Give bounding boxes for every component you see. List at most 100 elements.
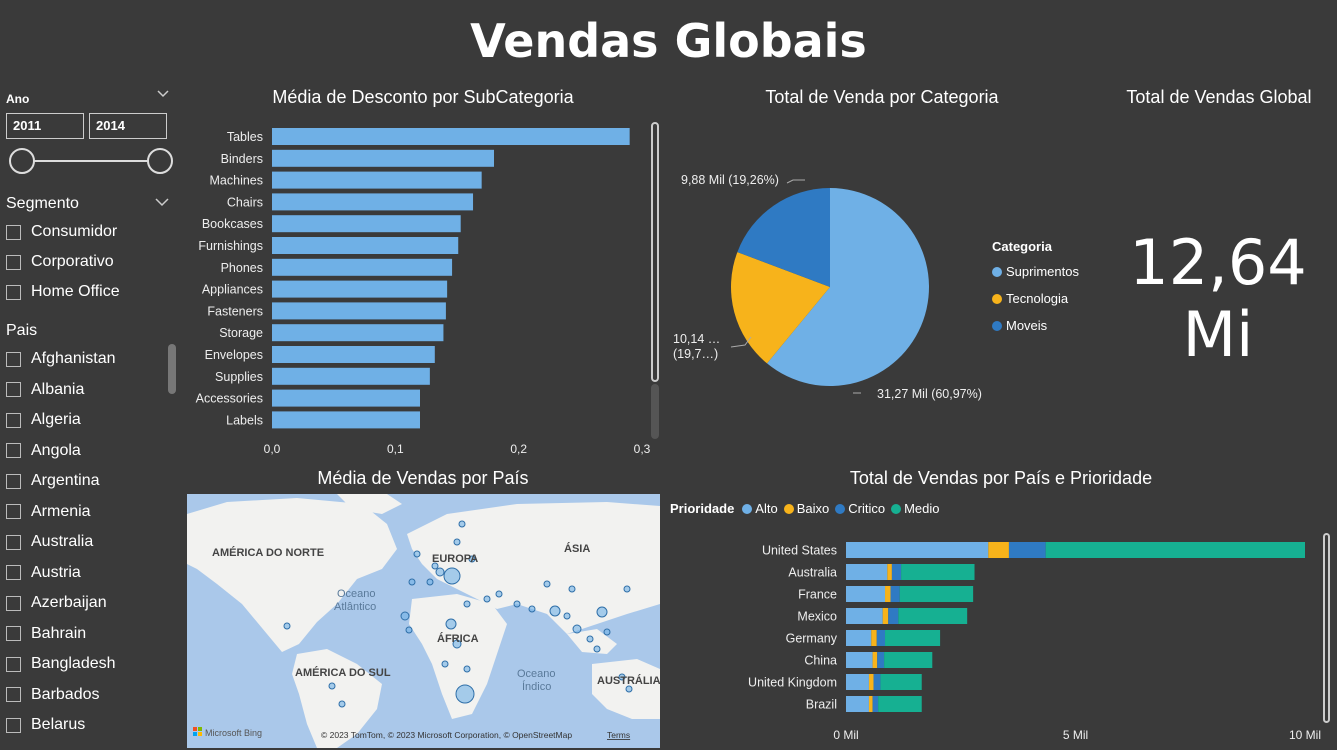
bar-segment: [846, 564, 888, 580]
checkbox[interactable]: [6, 717, 21, 733]
legend-item[interactable]: Alto: [755, 501, 778, 516]
country-label: Algeria: [31, 411, 81, 428]
segment-option[interactable]: Consumidor: [6, 221, 117, 243]
svg-text:Terms: Terms: [607, 730, 630, 740]
country-list-scrollbar[interactable]: [168, 344, 176, 394]
bar-label: Mexico: [797, 610, 837, 624]
bar-segment: [846, 674, 869, 690]
bar-segment: [846, 586, 886, 602]
country-option[interactable]: Azerbaijan: [6, 592, 107, 614]
year-slicer-label: Ano: [6, 92, 30, 106]
world-map[interactable]: AMÉRICA DO NORTE EUROPA ÁSIA ÁFRICA AMÉR…: [187, 494, 660, 748]
bar: [272, 302, 446, 320]
legend-item[interactable]: Moveis: [992, 312, 1079, 339]
country-option[interactable]: Barbados: [6, 684, 100, 706]
checkbox[interactable]: [6, 595, 21, 611]
bar-segment: [899, 586, 974, 602]
page-title: Vendas Globais: [470, 14, 867, 68]
legend-dot-icon: [742, 503, 753, 514]
bar-segment: [882, 608, 889, 624]
priority-chart-scrollbar[interactable]: [1323, 533, 1330, 723]
legend-item[interactable]: Suprimentos: [992, 258, 1079, 285]
kpi-value: 12,64: [1129, 226, 1307, 299]
bar-segment: [878, 696, 922, 712]
year-end-input[interactable]: 2014: [89, 113, 167, 139]
country-option[interactable]: Australia: [6, 531, 93, 553]
legend-item[interactable]: Critico: [848, 501, 886, 516]
country-option[interactable]: Afghanistan: [6, 348, 116, 370]
checkbox[interactable]: [6, 382, 21, 397]
tick-label: 5 Mil: [1063, 728, 1088, 742]
checkbox[interactable]: [6, 565, 21, 580]
checkbox[interactable]: [6, 656, 21, 672]
chevron-down-icon[interactable]: [157, 88, 169, 102]
checkbox[interactable]: [6, 412, 21, 428]
bar-label: Brazil: [806, 698, 837, 712]
bar-label: Bookcases: [202, 217, 263, 231]
slice-label: 9,88 Mil (19,26%): [681, 173, 779, 187]
legend-item[interactable]: Medio: [904, 501, 940, 516]
checkbox[interactable]: [6, 473, 21, 489]
country-label: Barbados: [31, 685, 100, 703]
country-label: Bangladesh: [31, 655, 116, 672]
year-start-input[interactable]: 2011: [6, 113, 84, 139]
country-option[interactable]: Angola: [6, 440, 81, 462]
segment-option[interactable]: Home Office: [6, 281, 120, 303]
greenland-shape: [337, 494, 402, 514]
country-option[interactable]: Argentina: [6, 470, 100, 492]
discount-chart-title: Média de Desconto por SubCategoria: [272, 87, 574, 107]
legend-item[interactable]: Tecnologia: [992, 285, 1079, 312]
country-option[interactable]: Algeria: [6, 409, 81, 431]
bar-label: China: [804, 654, 837, 668]
checkbox[interactable]: [6, 534, 21, 550]
country-label: Angola: [31, 441, 81, 459]
country-option[interactable]: Austria: [6, 562, 81, 584]
svg-text:Atlântico: Atlântico: [334, 601, 376, 613]
bar: [272, 193, 474, 211]
checkbox[interactable]: [6, 224, 21, 240]
country-label: Australia: [31, 533, 94, 550]
checkbox[interactable]: [6, 351, 21, 367]
bar-segment: [846, 696, 869, 712]
discount-chart-scroll-track[interactable]: [651, 384, 659, 439]
bar-segment: [846, 630, 872, 646]
svg-text:AMÉRICA DO SUL: AMÉRICA DO SUL: [295, 666, 391, 679]
country-option[interactable]: Albania: [6, 379, 84, 401]
tick-label: 0,1: [387, 442, 404, 456]
checkbox[interactable]: [6, 687, 21, 702]
country-option[interactable]: Armenia: [6, 501, 91, 523]
country-option[interactable]: Bahrain: [6, 623, 86, 645]
bar-segment: [887, 564, 892, 580]
year-range-slider[interactable]: [8, 146, 174, 176]
bar-label: Envelopes: [205, 348, 263, 362]
sales-bubbles: [283, 520, 633, 708]
category-legend-title: Categoria: [992, 239, 1052, 254]
checkbox[interactable]: [6, 284, 21, 300]
bar-segment: [846, 652, 873, 668]
checkbox[interactable]: [6, 254, 21, 270]
bar-label: Accessories: [196, 392, 263, 406]
category-pie-chart: 31,27 Mil (60,97%) 10,14 …(19,7…) 9,88 Mil…: [673, 173, 982, 401]
south-america-shape: [292, 649, 382, 748]
bar-label: Chairs: [227, 195, 263, 209]
bar-segment: [873, 674, 881, 690]
svg-text:© 2023 TomTom, © 2023 Microsof: © 2023 TomTom, © 2023 Microsoft Corporat…: [321, 730, 572, 740]
legend-dot-icon: [891, 503, 902, 514]
checkbox[interactable]: [6, 443, 21, 458]
discount-chart-scrollbar[interactable]: [651, 122, 659, 382]
pie-slice: [767, 188, 929, 386]
bar-label: Australia: [788, 566, 837, 580]
bar: [272, 324, 444, 342]
bar-segment: [880, 674, 922, 690]
bar-label: Furnishings: [198, 239, 263, 253]
country-option[interactable]: Belarus: [6, 714, 85, 736]
country-option[interactable]: Bangladesh: [6, 653, 116, 675]
segment-option[interactable]: Corporativo: [6, 251, 114, 273]
bar: [272, 367, 430, 385]
leader-line: [786, 179, 805, 184]
checkbox[interactable]: [6, 626, 21, 641]
bar-label: France: [798, 588, 837, 602]
legend-item[interactable]: Baixo: [796, 501, 830, 516]
chevron-down-icon[interactable]: [155, 196, 169, 210]
checkbox[interactable]: [6, 504, 21, 519]
